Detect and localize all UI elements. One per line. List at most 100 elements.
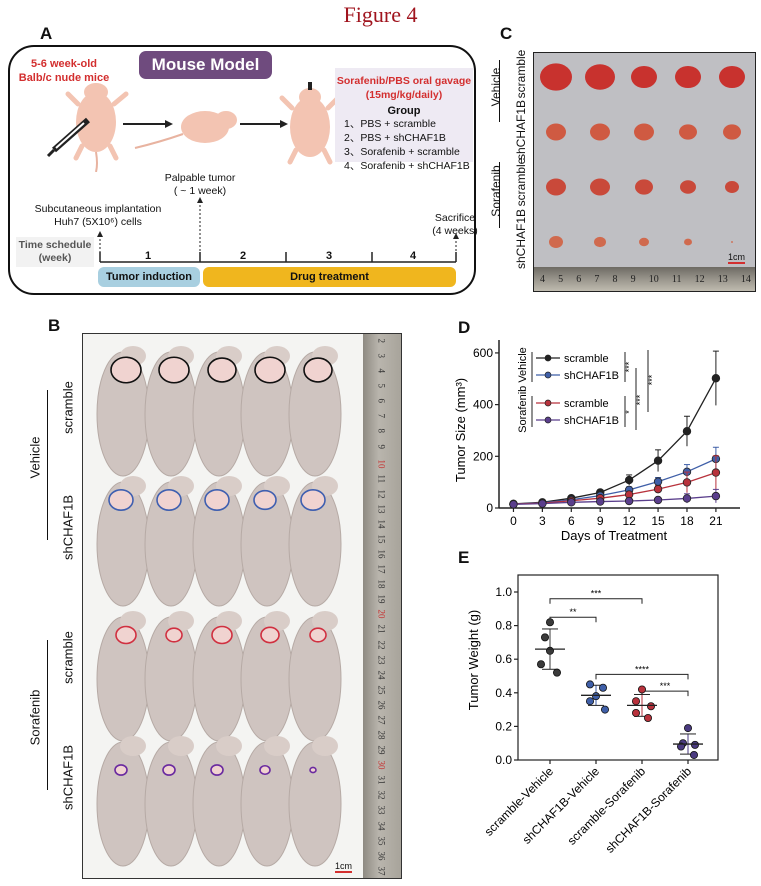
scale-bar: 1cm bbox=[728, 252, 746, 264]
ruler-number: 18 bbox=[376, 579, 387, 589]
sacrifice-line1: Sacrifice bbox=[434, 212, 476, 224]
tumor bbox=[725, 181, 739, 193]
tumor bbox=[590, 178, 610, 196]
tumor bbox=[639, 237, 649, 247]
ruler-number: 9 bbox=[630, 274, 636, 285]
row-label: scramble bbox=[60, 381, 76, 434]
palpable-line2: ( ~ 1 week) bbox=[173, 185, 227, 197]
ruler-number: 8 bbox=[612, 274, 618, 285]
group-divider bbox=[47, 390, 48, 540]
tumor bbox=[731, 241, 733, 243]
ruler-number: 27 bbox=[376, 715, 387, 725]
legend-label: shCHAF1B bbox=[564, 415, 619, 427]
x-tick-label: 12 bbox=[622, 514, 636, 528]
data-point bbox=[546, 618, 555, 627]
mouse-body bbox=[288, 741, 342, 867]
group-divider bbox=[499, 162, 500, 228]
mouse-head bbox=[168, 611, 194, 631]
mice-label-line1: 5-6 week-old bbox=[30, 58, 98, 70]
ruler-number: 10 bbox=[376, 459, 387, 469]
legend-label: shCHAF1B bbox=[564, 370, 619, 382]
data-point bbox=[598, 683, 607, 692]
ruler-number: 34 bbox=[376, 821, 387, 830]
arrow-up-icon bbox=[97, 231, 103, 237]
row-label: scramble bbox=[60, 631, 76, 684]
tumor-outline bbox=[211, 625, 233, 645]
tumor-outline bbox=[114, 764, 128, 776]
ruler-number: 35 bbox=[376, 836, 387, 846]
implant-line2: Huh7 (5X10⁶) cells bbox=[54, 216, 142, 228]
mouse-head bbox=[312, 736, 338, 756]
mouse-body bbox=[96, 741, 150, 867]
significance-label: **** bbox=[635, 664, 650, 674]
data-point bbox=[553, 668, 562, 677]
ruler-number: 30 bbox=[376, 760, 387, 770]
tumor-outline bbox=[204, 489, 230, 512]
data-point bbox=[711, 468, 721, 477]
y-tick-label: 0.8 bbox=[495, 619, 512, 633]
mouse-head bbox=[264, 736, 290, 756]
mouse-head bbox=[168, 736, 194, 756]
plot-frame bbox=[517, 574, 719, 761]
mouse-supine-icon bbox=[65, 83, 129, 172]
implant-line1: Subcutaneous implantation bbox=[34, 203, 162, 215]
ruler-number: 12 bbox=[694, 274, 705, 285]
excised-tumors bbox=[540, 63, 745, 248]
ruler-number: 32 bbox=[376, 790, 387, 800]
ruler-number: 6 bbox=[576, 274, 582, 285]
ruler-number: 14 bbox=[376, 519, 387, 529]
group-label-vehicle: Vehicle bbox=[489, 67, 503, 107]
group-item: 3、Sorafenib + scramble bbox=[344, 146, 460, 158]
series-line bbox=[513, 377, 717, 505]
ruler-number: 17 bbox=[376, 564, 387, 574]
tumor-outline bbox=[158, 356, 190, 384]
ruler-number: 3 bbox=[376, 353, 387, 359]
data-point bbox=[711, 374, 721, 383]
panel-letter-b: B bbox=[48, 316, 61, 335]
x-tick-label: 0 bbox=[510, 514, 517, 528]
y-axis-label: Tumor Size (mm³) bbox=[453, 378, 468, 482]
mouse-standing-icon bbox=[134, 111, 237, 149]
panel-letter-c: C bbox=[500, 24, 513, 43]
data-point bbox=[637, 685, 646, 694]
week-label: 4 bbox=[410, 250, 417, 262]
data-point bbox=[624, 496, 634, 506]
gavage-line1: Sorafenib/PBS oral gavage bbox=[336, 75, 472, 87]
tumor-outline bbox=[300, 489, 326, 512]
tumor-outline bbox=[165, 627, 183, 643]
x-tick-label: shCHAF1B-Vehicle bbox=[520, 764, 603, 847]
y-tick-label: 600 bbox=[473, 346, 493, 360]
significance-label: *** bbox=[635, 394, 645, 405]
series-line bbox=[513, 495, 716, 506]
significance-bracket bbox=[595, 673, 689, 680]
legend-group-label: Sorafenib Vehicle bbox=[517, 347, 529, 433]
panel-letter-e: E bbox=[458, 548, 470, 567]
legend-label: scramble bbox=[564, 353, 609, 365]
palpable-tumor-label: Palpable tumor ( ~ 1 week) bbox=[150, 172, 250, 198]
data-point bbox=[653, 477, 663, 486]
x-tick-label: shCHAF1B-Sorafenib bbox=[603, 764, 695, 856]
ruler-number: 4 bbox=[540, 274, 545, 285]
tumor-outline bbox=[210, 764, 224, 776]
mouse-body bbox=[144, 741, 198, 867]
mouse-model-title: Mouse Model bbox=[139, 51, 272, 79]
y-tick-label: 400 bbox=[473, 398, 493, 412]
significance-bracket bbox=[549, 598, 643, 604]
tumor bbox=[634, 123, 654, 141]
tumor-outline bbox=[108, 489, 134, 512]
row-label: shCHAF1B bbox=[60, 744, 76, 811]
x-tick-label: 6 bbox=[568, 514, 575, 528]
data-point bbox=[567, 498, 576, 507]
mouse-head bbox=[216, 736, 242, 756]
data-point bbox=[643, 713, 652, 722]
mouse-head bbox=[120, 736, 146, 756]
data-point bbox=[631, 697, 640, 706]
y-tick-label: 200 bbox=[473, 449, 493, 463]
data-point bbox=[631, 708, 640, 717]
significance-bracket bbox=[641, 690, 689, 697]
data-point bbox=[585, 697, 594, 706]
tumor bbox=[719, 65, 745, 89]
y-tick-label: 0.2 bbox=[495, 719, 512, 733]
group-title: Group bbox=[387, 105, 421, 117]
data-point bbox=[538, 499, 547, 508]
